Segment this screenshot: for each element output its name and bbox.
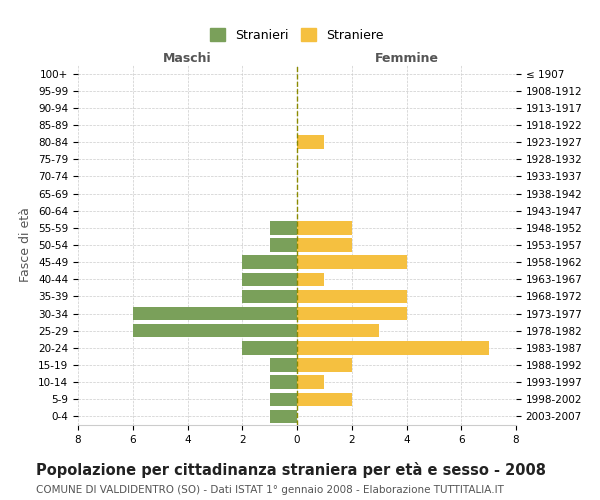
Bar bbox=[269, 410, 297, 423]
Bar bbox=[297, 221, 352, 234]
Bar bbox=[297, 238, 352, 252]
Text: Femmine: Femmine bbox=[374, 52, 439, 65]
Text: Maschi: Maschi bbox=[163, 52, 212, 65]
Bar bbox=[297, 307, 407, 320]
Bar bbox=[297, 290, 407, 303]
Bar bbox=[297, 341, 488, 354]
Bar bbox=[269, 221, 297, 234]
Bar bbox=[269, 238, 297, 252]
Bar bbox=[133, 307, 297, 320]
Bar bbox=[297, 136, 325, 149]
Bar bbox=[297, 324, 379, 338]
Bar bbox=[269, 392, 297, 406]
Bar bbox=[297, 376, 325, 389]
Bar bbox=[269, 376, 297, 389]
Legend: Stranieri, Straniere: Stranieri, Straniere bbox=[210, 28, 384, 42]
Bar bbox=[242, 290, 297, 303]
Bar bbox=[297, 392, 352, 406]
Bar bbox=[297, 256, 407, 269]
Bar bbox=[133, 324, 297, 338]
Bar bbox=[242, 256, 297, 269]
Bar bbox=[297, 358, 352, 372]
Text: Popolazione per cittadinanza straniera per età e sesso - 2008: Popolazione per cittadinanza straniera p… bbox=[36, 462, 546, 478]
Text: COMUNE DI VALDIDENTRO (SO) - Dati ISTAT 1° gennaio 2008 - Elaborazione TUTTITALI: COMUNE DI VALDIDENTRO (SO) - Dati ISTAT … bbox=[36, 485, 504, 495]
Bar bbox=[242, 341, 297, 354]
Bar bbox=[269, 358, 297, 372]
Bar bbox=[242, 272, 297, 286]
Bar bbox=[297, 272, 325, 286]
Y-axis label: Fasce di età: Fasce di età bbox=[19, 208, 32, 282]
